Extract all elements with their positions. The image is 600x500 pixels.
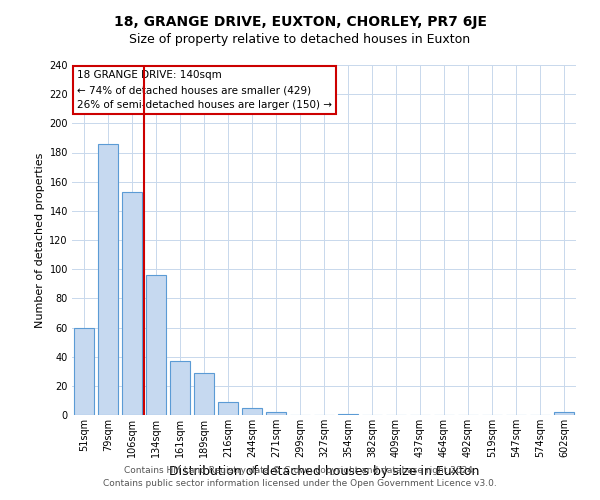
X-axis label: Distribution of detached houses by size in Euxton: Distribution of detached houses by size …: [169, 466, 479, 478]
Bar: [242, 408, 262, 415]
Text: 18 GRANGE DRIVE: 140sqm
← 74% of detached houses are smaller (429)
26% of semi-d: 18 GRANGE DRIVE: 140sqm ← 74% of detache…: [77, 70, 332, 110]
Bar: [266, 412, 286, 415]
Bar: [170, 361, 190, 415]
Bar: [146, 275, 166, 415]
Bar: [122, 192, 142, 415]
Text: 18, GRANGE DRIVE, EUXTON, CHORLEY, PR7 6JE: 18, GRANGE DRIVE, EUXTON, CHORLEY, PR7 6…: [113, 15, 487, 29]
Text: Size of property relative to detached houses in Euxton: Size of property relative to detached ho…: [130, 32, 470, 46]
Bar: [98, 144, 118, 415]
Text: Contains HM Land Registry data © Crown copyright and database right 2024.
Contai: Contains HM Land Registry data © Crown c…: [103, 466, 497, 487]
Y-axis label: Number of detached properties: Number of detached properties: [35, 152, 45, 328]
Bar: [338, 414, 358, 415]
Bar: [218, 402, 238, 415]
Bar: [74, 328, 94, 415]
Bar: [194, 372, 214, 415]
Bar: [554, 412, 574, 415]
